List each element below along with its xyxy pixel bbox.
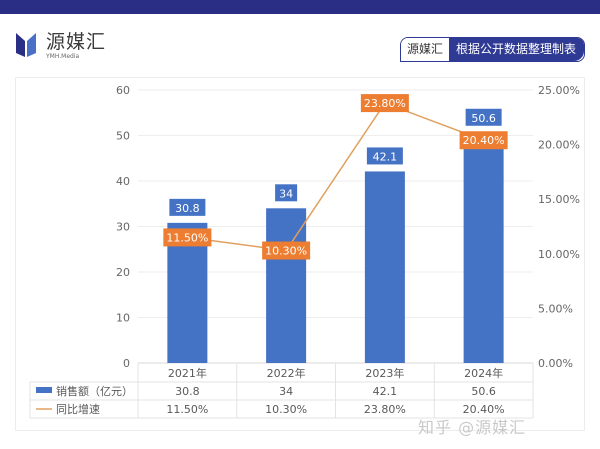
line-label: 11.50% [166, 231, 208, 244]
bar [463, 132, 504, 363]
right-axis-tick: 0.00% [538, 357, 573, 370]
right-axis-tick: 25.00% [538, 84, 580, 97]
source-badge: 源媒汇 根据公开数据整理制表 [400, 37, 586, 62]
bar-label-box [275, 184, 298, 202]
bar-label-box [465, 108, 502, 126]
line-label-box [459, 131, 508, 150]
right-axis-tick: 5.00% [538, 302, 573, 315]
table-year: 2021年 [168, 366, 207, 380]
brand-logo-icon [16, 33, 36, 57]
table-year: 2024年 [464, 366, 503, 380]
table-cell: 20.40% [463, 403, 505, 416]
right-axis-tick: 20.00% [538, 139, 580, 152]
bar-label-box [169, 198, 206, 216]
legend-label: 同比增速 [56, 402, 100, 416]
right-axis-tick: 15.00% [538, 193, 580, 206]
line-label: 10.30% [265, 245, 307, 258]
growth-line [187, 102, 484, 252]
table-year: 2022年 [267, 366, 306, 380]
table-cell: 10.30% [265, 403, 307, 416]
table-cell: 50.6 [471, 385, 496, 398]
right-axis-tick: 10.00% [538, 248, 580, 261]
table-cell: 23.80% [364, 403, 406, 416]
table-cell: 42.1 [373, 385, 398, 398]
left-axis-tick: 60 [116, 84, 130, 97]
bar-label: 42.1 [373, 150, 398, 163]
left-axis-tick: 50 [116, 130, 130, 143]
left-axis-tick: 30 [116, 221, 130, 234]
bar-label-box [366, 147, 403, 165]
table-year: 2023年 [365, 366, 404, 380]
bar [364, 171, 405, 363]
brand-name-en: YMH.Media [46, 53, 80, 60]
table-cell: 11.50% [166, 403, 208, 416]
brand-logo: 源媒汇 YMH.Media [16, 31, 106, 65]
legend-bar-swatch [36, 387, 52, 393]
bar-label: 34 [279, 187, 293, 200]
bar-label: 50.6 [471, 112, 496, 125]
table-cell: 30.8 [175, 385, 200, 398]
top-band [0, 0, 600, 14]
table-cell: 34 [279, 385, 293, 398]
left-axis-tick: 0 [123, 357, 130, 370]
left-axis-tick: 40 [116, 175, 130, 188]
watermark: 知乎 @源媒汇 [418, 418, 527, 437]
source-badge-brand: 源媒汇 [401, 38, 450, 61]
source-badge-note: 根据公开数据整理制表 [449, 38, 585, 61]
left-axis-tick: 20 [116, 266, 130, 279]
bar-label: 30.8 [175, 202, 200, 215]
legend-label: 销售额（亿元） [56, 384, 133, 398]
line-label: 20.40% [463, 134, 505, 147]
line-label: 23.80% [364, 97, 406, 110]
line-label-box [360, 94, 409, 113]
line-label-box [262, 241, 311, 260]
left-axis-tick: 10 [116, 312, 130, 325]
line-label-box [163, 228, 212, 247]
brand-name-cn: 源媒汇 [46, 31, 107, 53]
bar [266, 208, 307, 363]
